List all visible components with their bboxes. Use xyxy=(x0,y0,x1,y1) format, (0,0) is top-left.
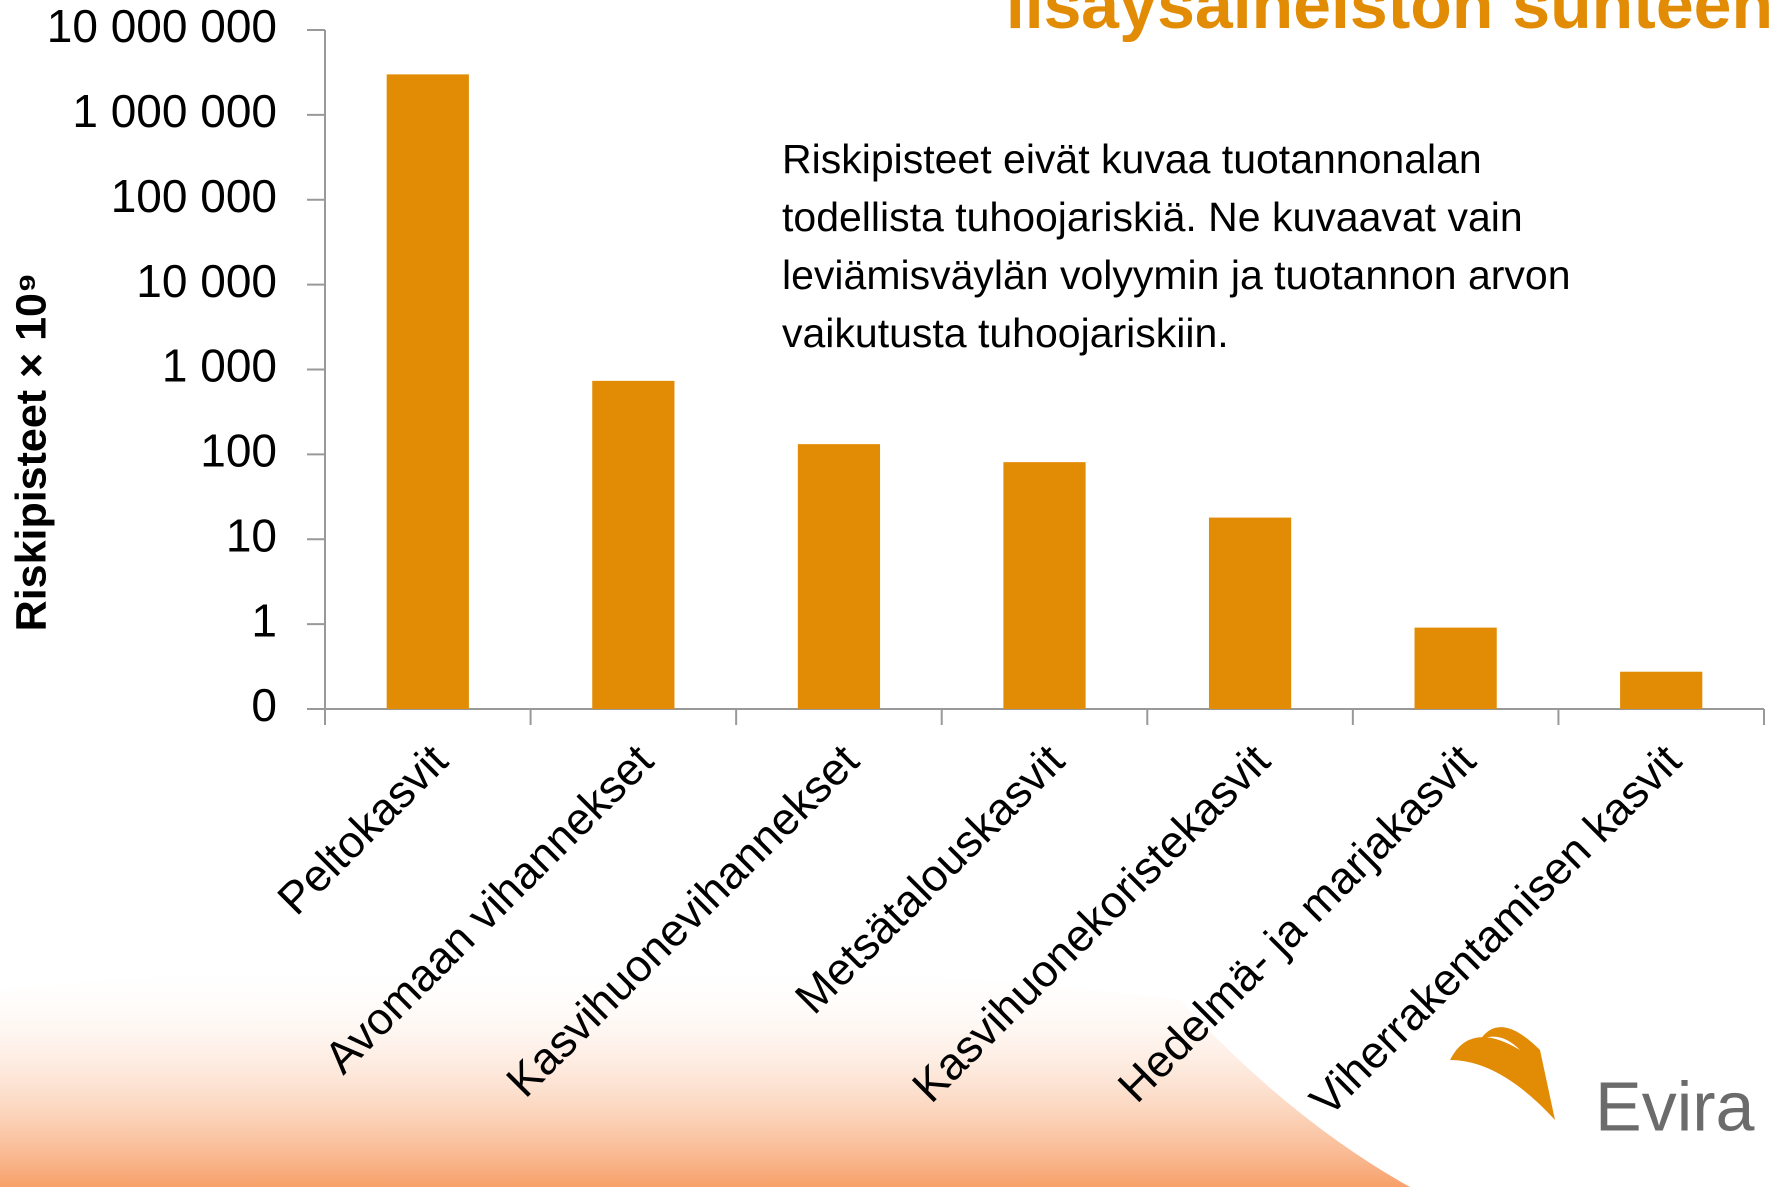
bar xyxy=(1003,462,1086,709)
annotation: leviämisväylän volyymin ja tuotannon arv… xyxy=(782,252,1571,298)
bar xyxy=(1414,627,1497,709)
annotation: todellista tuhoojariskiä. Ne kuvaavat va… xyxy=(782,194,1523,240)
y-tick-label: 0 xyxy=(251,679,277,731)
logo-text: Evira xyxy=(1595,1067,1755,1145)
background-swoosh xyxy=(0,962,1410,1187)
chart-title: lisäysaineiston suhteen xyxy=(1006,0,1773,43)
y-tick-label: 1 000 xyxy=(162,340,277,392)
y-tick-label: 10 xyxy=(226,509,277,561)
bar xyxy=(386,74,469,709)
y-tick-label: 1 000 000 xyxy=(72,85,277,137)
y-tick-label: 100 xyxy=(200,425,277,477)
logo: Evira xyxy=(1450,1027,1755,1145)
y-tick-label: 100 000 xyxy=(111,170,277,222)
logo-mark xyxy=(1450,1027,1555,1120)
y-tick-label: 10 000 000 xyxy=(47,0,277,52)
x-tick-label: Peltokasvit xyxy=(267,734,457,924)
bar xyxy=(1620,671,1703,709)
bar xyxy=(797,444,881,709)
y-tick-label: 10 000 xyxy=(136,255,277,307)
annotation: vaikutusta tuhoojariskiin. xyxy=(782,310,1229,356)
annotation: Riskipisteet eivät kuvaa tuotannonalan xyxy=(782,136,1482,182)
y-axis-label: Riskipisteet × 10⁹ xyxy=(7,273,55,632)
bar xyxy=(592,380,675,709)
bar xyxy=(1208,517,1292,709)
y-tick-label: 1 xyxy=(251,594,277,646)
x-tick-label: Hedelmä- ja marjakasvit xyxy=(1108,734,1486,1112)
